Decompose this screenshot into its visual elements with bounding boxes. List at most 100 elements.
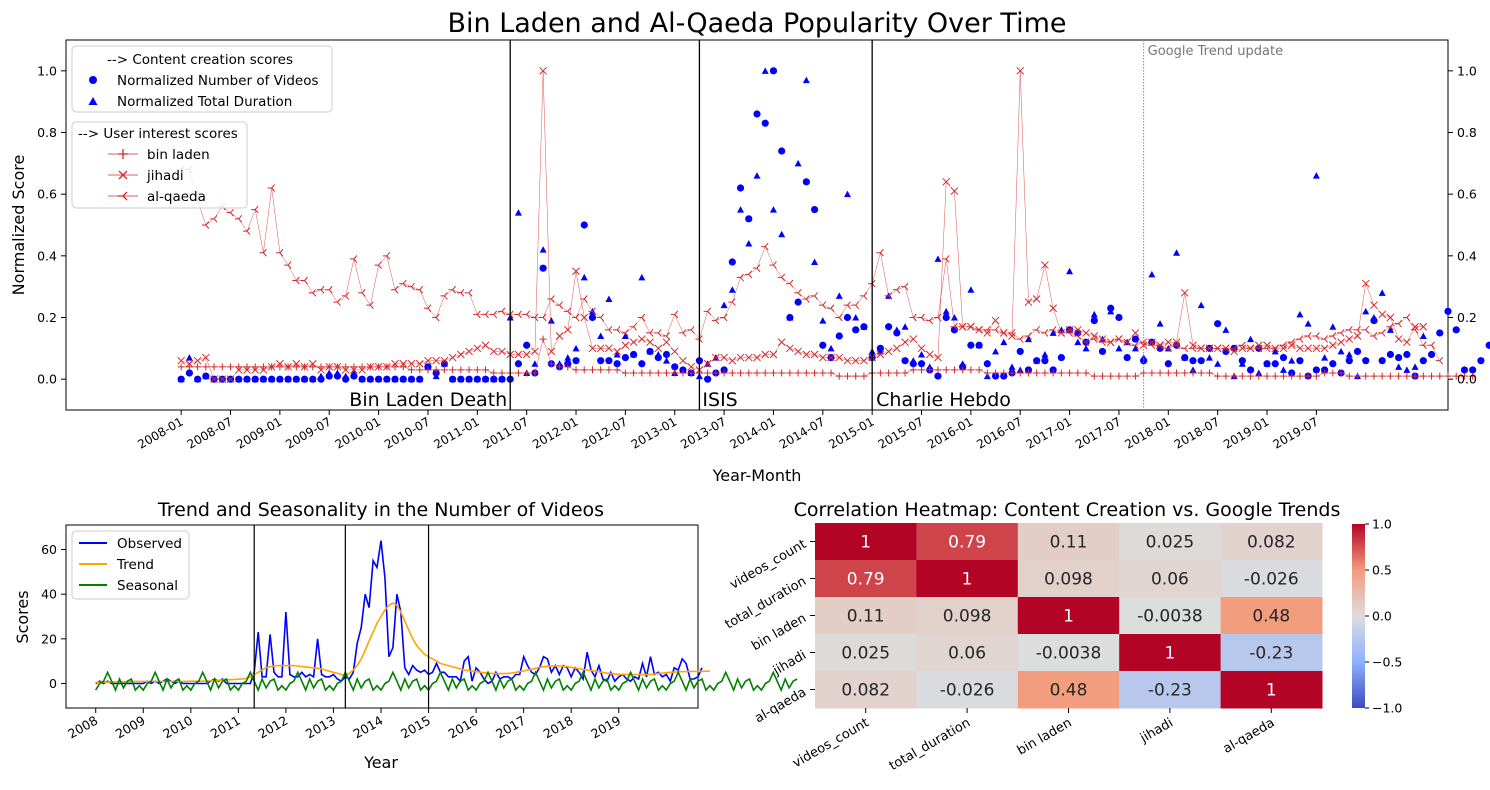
top-x-axis-label: Year-Month [712,466,802,485]
data-point [194,363,202,371]
top-x-tick-label: 2011-01 [431,414,481,451]
data-point [852,372,860,380]
data-point [917,360,926,368]
legend-content-entry-1: Normalized Total Duration [117,94,292,110]
data-point [843,372,851,380]
data-point [391,363,399,371]
data-point [761,369,769,377]
data-point [802,369,810,377]
data-point [909,335,918,343]
data-point [1172,338,1181,347]
data-point [177,363,185,371]
data-point [177,375,185,383]
data-point [1386,372,1394,380]
data-point [1000,338,1008,346]
data-point [1304,372,1312,380]
heatmap-cell-label: 0.098 [1044,570,1093,590]
data-point [481,310,489,319]
data-point [1181,369,1189,377]
data-point [276,359,284,368]
data-point [202,363,210,371]
top-y-tick-label: 0.4 [37,248,57,263]
data-point [275,248,284,257]
data-point [1444,372,1452,380]
data-point [1230,344,1238,353]
data-point [1337,338,1345,347]
data-point [1354,372,1362,380]
data-point [1082,338,1090,346]
data-point [1024,335,1032,343]
data-point [1321,354,1329,361]
data-point [959,366,967,374]
data-point [1180,344,1189,353]
data-point [860,323,868,330]
data-point [720,313,728,322]
trend-x-tick-label: 2013 [303,713,338,742]
data-point [1386,313,1395,322]
data-point [1419,341,1427,350]
data-point [309,375,317,383]
data-point [745,369,753,377]
data-point [753,172,761,179]
data-point [284,261,292,269]
data-point [342,372,350,380]
heatmap-cell-label: -0.23 [1148,681,1192,701]
data-point [1057,369,1065,377]
data-point [884,292,892,300]
legend-triangle-marker [88,97,98,105]
top-x-tick-label: 2017-01 [1024,414,1074,451]
data-point [564,363,572,371]
data-point [637,335,646,343]
data-point [613,360,621,368]
data-point [234,366,243,374]
data-point [777,273,786,282]
data-point [1312,172,1320,179]
data-point [604,326,613,334]
heatmap-cell [815,597,917,635]
heatmap-cell-label: 1 [860,533,871,553]
data-point [333,369,341,376]
data-point [1246,344,1254,353]
data-point [687,326,695,334]
data-point [818,353,827,362]
data-point [1189,369,1197,377]
data-point [1288,357,1296,364]
data-point [1115,313,1123,322]
data-point [1205,369,1213,377]
data-point [1016,66,1025,75]
heatmap-chart: Correlation Heatmap: Content Creation vs… [723,499,1403,774]
data-point [243,363,251,371]
data-point [440,292,448,300]
data-point [794,347,802,356]
data-point [497,307,506,316]
data-point [210,363,218,371]
data-point [1181,354,1189,361]
data-point [983,360,991,368]
data-point [399,363,407,371]
data-point [489,347,498,356]
data-point [1369,332,1378,340]
data-point [1402,313,1411,322]
heatmap-row-label: bin laden [749,611,809,654]
data-point [514,209,522,216]
data-point [613,347,622,356]
data-point [547,295,555,303]
data-point [1197,357,1205,365]
top-x-tick-label: 2010-01 [333,414,383,451]
trend-legend-entry-2: Seasonal [117,578,178,594]
data-point [1114,335,1123,343]
data-point [753,264,761,272]
data-point [193,356,202,365]
data-point [358,366,366,374]
data-point [1197,301,1205,309]
data-point [1016,369,1024,377]
top-x-tick-label: 2010-07 [382,414,432,451]
data-point [728,286,736,293]
data-point [1164,338,1173,347]
data-point [350,369,358,376]
legend-interest-entry-2: al-qaeda [147,189,206,205]
data-point [1362,372,1370,380]
data-point [482,366,490,374]
data-point [391,375,399,383]
